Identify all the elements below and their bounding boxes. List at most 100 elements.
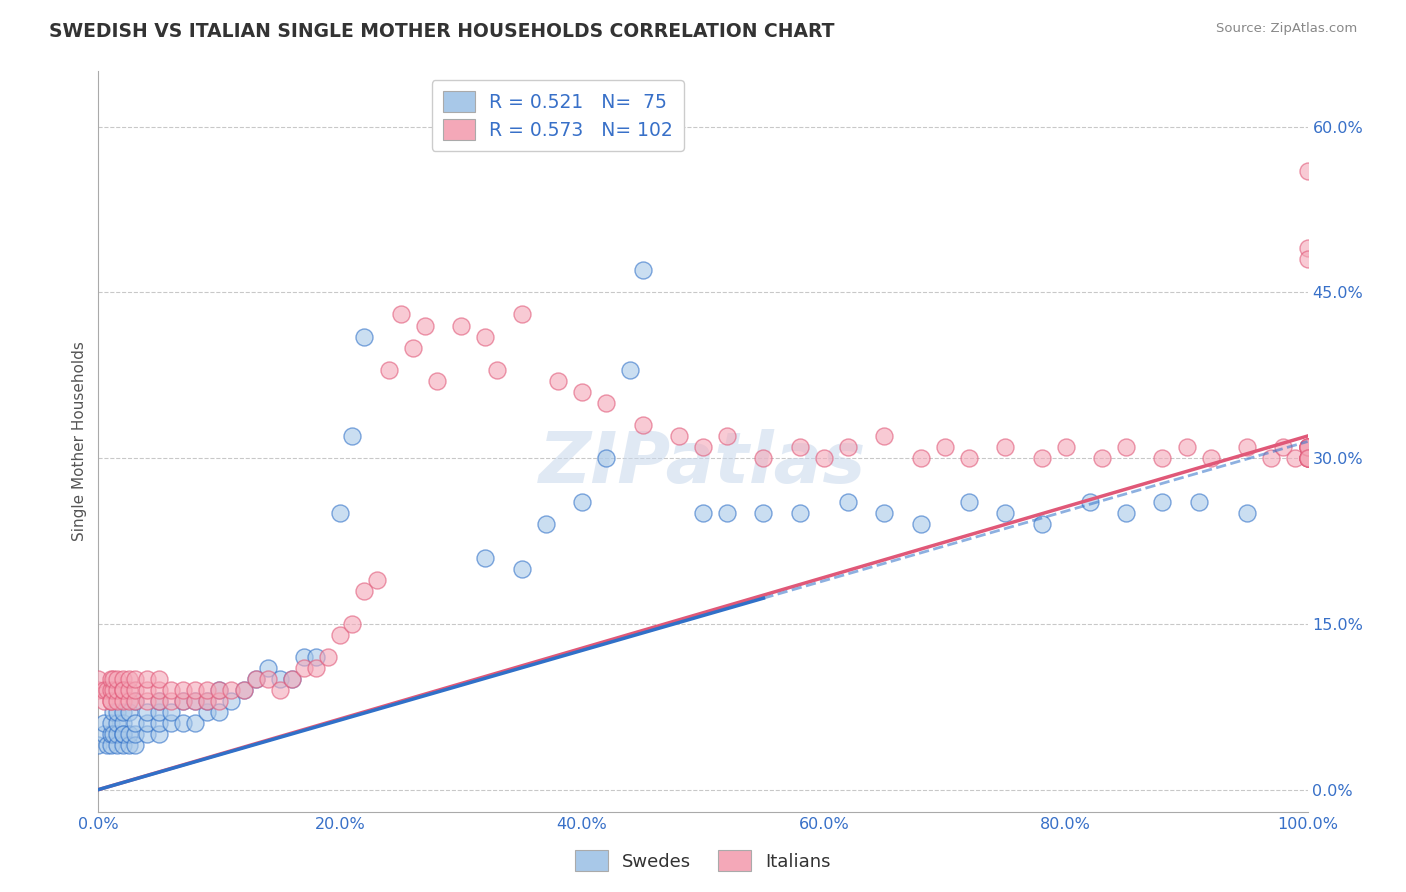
Point: [100, 727, 122, 741]
Point: [1031, 451, 1053, 466]
Point: [292, 661, 315, 675]
Text: ZIPatlas: ZIPatlas: [540, 429, 866, 499]
Point: [124, 716, 146, 731]
Point: [105, 727, 128, 741]
Point: [1115, 507, 1137, 521]
Point: [208, 683, 231, 698]
Point: [534, 517, 557, 532]
Point: [160, 706, 183, 720]
Point: [232, 683, 254, 698]
Point: [87, 739, 110, 753]
Point: [101, 727, 124, 741]
Point: [111, 683, 134, 698]
Point: [957, 495, 980, 509]
Point: [100, 683, 122, 698]
Point: [101, 683, 124, 698]
Point: [752, 451, 775, 466]
Point: [118, 739, 141, 753]
Point: [1296, 241, 1319, 255]
Point: [124, 694, 146, 708]
Point: [353, 583, 375, 598]
Point: [101, 672, 124, 686]
Point: [105, 683, 128, 698]
Point: [93, 694, 115, 708]
Point: [135, 727, 157, 741]
Point: [910, 451, 932, 466]
Point: [292, 650, 315, 665]
Point: [87, 672, 110, 686]
Point: [316, 650, 339, 665]
Point: [837, 440, 859, 454]
Point: [184, 683, 207, 698]
Point: [93, 683, 115, 698]
Point: [1296, 440, 1319, 454]
Point: [111, 716, 134, 731]
Point: [837, 495, 859, 509]
Point: [342, 616, 364, 631]
Point: [100, 694, 122, 708]
Point: [148, 727, 170, 741]
Point: [148, 706, 170, 720]
Point: [571, 495, 593, 509]
Point: [135, 716, 157, 731]
Point: [595, 451, 617, 466]
Point: [195, 706, 218, 720]
Point: [135, 683, 157, 698]
Point: [96, 739, 118, 753]
Point: [184, 694, 207, 708]
Point: [184, 716, 207, 731]
Point: [208, 706, 231, 720]
Point: [256, 661, 278, 675]
Point: [1199, 451, 1222, 466]
Point: [118, 727, 141, 741]
Point: [1284, 451, 1306, 466]
Point: [813, 451, 835, 466]
Point: [148, 683, 170, 698]
Point: [208, 694, 231, 708]
Point: [631, 417, 654, 432]
Point: [474, 550, 496, 565]
Point: [111, 683, 134, 698]
Point: [118, 694, 141, 708]
Point: [172, 694, 194, 708]
Point: [329, 628, 352, 642]
Point: [547, 374, 569, 388]
Point: [1031, 517, 1053, 532]
Point: [873, 429, 896, 443]
Point: [1296, 163, 1319, 178]
Point: [96, 683, 118, 698]
Point: [716, 507, 738, 521]
Text: SWEDISH VS ITALIAN SINGLE MOTHER HOUSEHOLDS CORRELATION CHART: SWEDISH VS ITALIAN SINGLE MOTHER HOUSEHO…: [49, 22, 835, 41]
Point: [1260, 451, 1282, 466]
Point: [342, 429, 364, 443]
Point: [571, 384, 593, 399]
Point: [1272, 440, 1295, 454]
Point: [100, 672, 122, 686]
Point: [1296, 451, 1319, 466]
Point: [1078, 495, 1101, 509]
Point: [873, 507, 896, 521]
Point: [1296, 440, 1319, 454]
Point: [366, 573, 388, 587]
Point: [148, 694, 170, 708]
Point: [118, 683, 141, 698]
Point: [111, 672, 134, 686]
Point: [789, 440, 811, 454]
Point: [1296, 252, 1319, 267]
Point: [281, 672, 304, 686]
Legend: Swedes, Italians: Swedes, Italians: [568, 843, 838, 879]
Point: [377, 362, 399, 376]
Point: [135, 694, 157, 708]
Y-axis label: Single Mother Households: Single Mother Households: [72, 342, 87, 541]
Point: [245, 672, 267, 686]
Point: [789, 507, 811, 521]
Point: [486, 362, 509, 376]
Point: [692, 440, 714, 454]
Point: [172, 683, 194, 698]
Point: [1236, 440, 1258, 454]
Point: [631, 263, 654, 277]
Point: [208, 683, 231, 698]
Point: [172, 694, 194, 708]
Point: [1091, 451, 1114, 466]
Point: [269, 683, 291, 698]
